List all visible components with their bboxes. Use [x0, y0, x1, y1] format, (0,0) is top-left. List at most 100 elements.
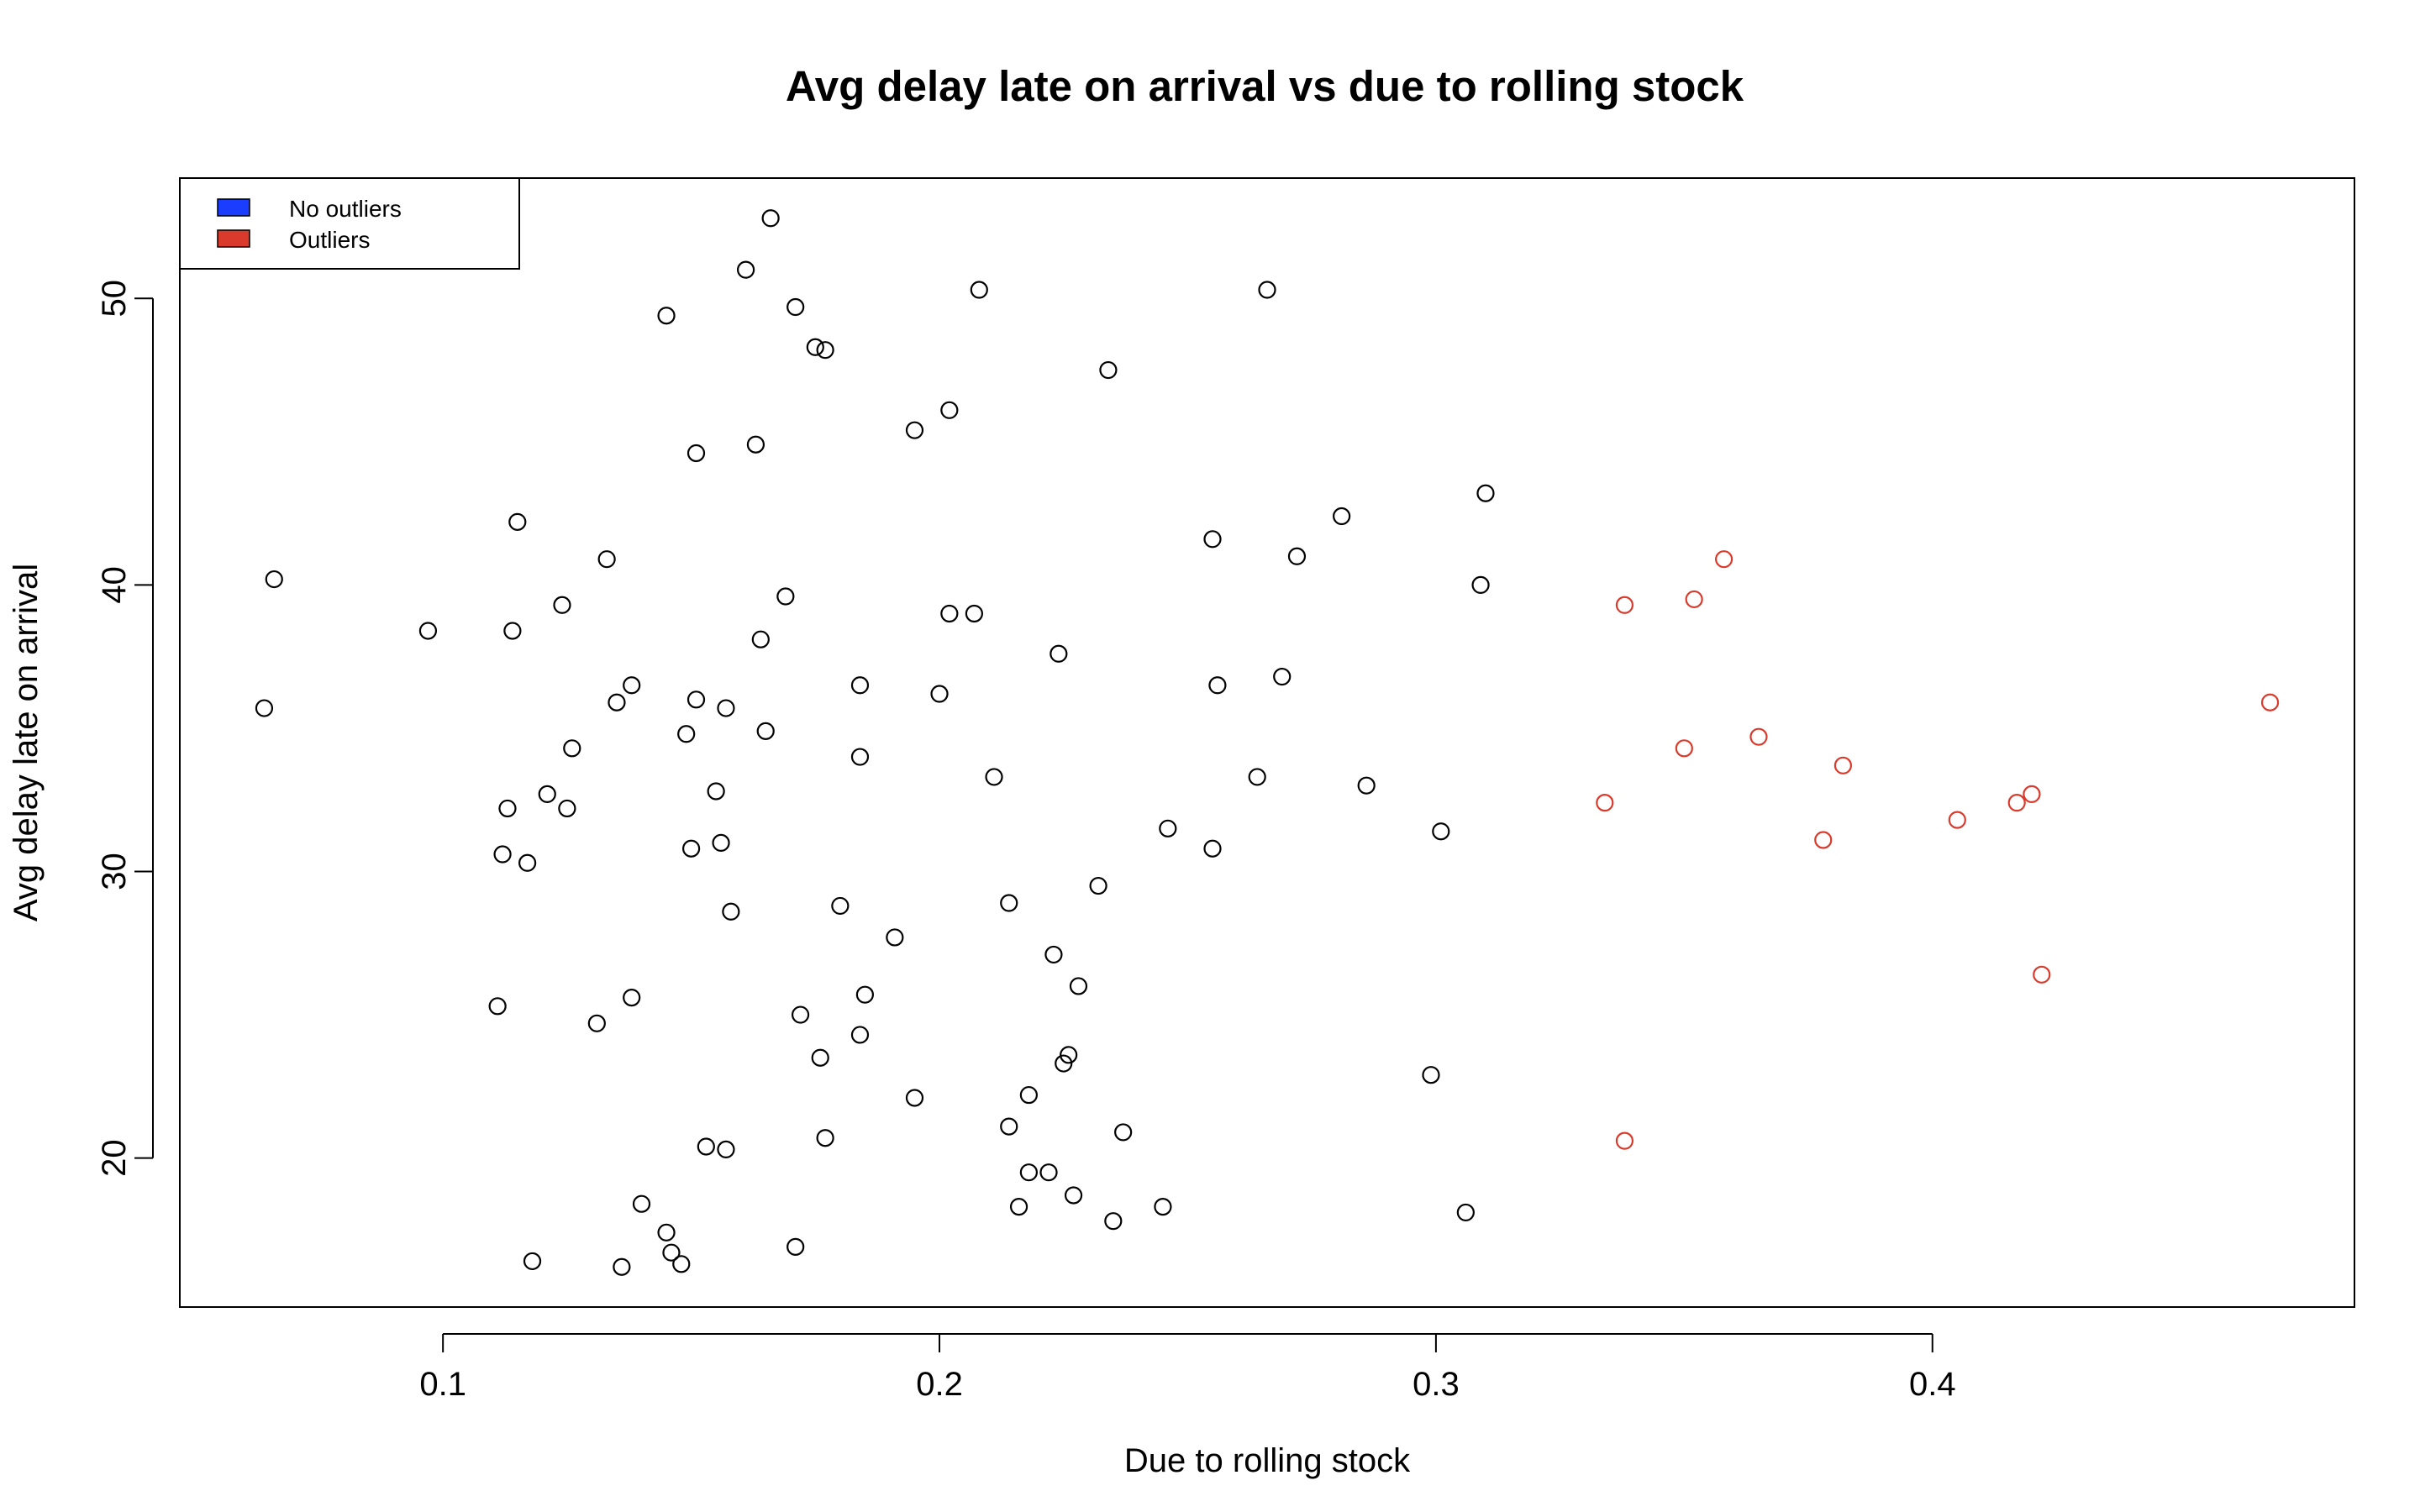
data-point [940, 401, 959, 419]
data-point [1019, 1085, 1038, 1105]
data-point [756, 722, 775, 740]
data-point [553, 596, 571, 614]
data-point [1000, 894, 1018, 912]
data-point [498, 799, 517, 818]
data-point [1471, 575, 1490, 594]
legend: No outliers Outliers [179, 177, 520, 270]
data-point [751, 630, 770, 648]
data-point [1258, 281, 1276, 299]
data-point [1422, 1066, 1440, 1084]
outlier-point [1749, 727, 1768, 746]
data-point [255, 699, 274, 717]
data-point [697, 1137, 715, 1156]
x-tick-label: 0.1 [419, 1366, 466, 1403]
data-point [855, 985, 874, 1004]
data-point [850, 1026, 870, 1044]
data-point [1099, 360, 1118, 380]
data-point [1019, 1163, 1038, 1182]
data-point [1154, 1198, 1172, 1216]
y-axis-label: Avg delay late on arrival [8, 564, 45, 921]
data-point [687, 690, 706, 709]
chart-title: Avg delay late on arrival vs due to roll… [786, 62, 1744, 110]
data-point [1159, 819, 1177, 837]
data-point [811, 1048, 829, 1067]
data-point [1055, 1054, 1073, 1073]
data-point [597, 550, 616, 569]
data-point [940, 604, 959, 623]
data-point [1333, 507, 1351, 526]
outlier-point [1948, 811, 1966, 829]
data-point [1114, 1123, 1133, 1142]
y-axis: 20 30 40 50 [96, 280, 154, 1177]
data-point [1432, 822, 1450, 841]
data-point [886, 928, 904, 947]
legend-swatch-no-outliers [217, 198, 250, 217]
legend-box [179, 177, 520, 270]
data-point [712, 833, 730, 852]
data-point [736, 260, 755, 279]
data-point [1357, 776, 1376, 795]
data-point [265, 570, 283, 589]
outlier-point [1615, 596, 1634, 614]
outlier-point [1814, 831, 1833, 849]
data-point [965, 604, 983, 623]
data-point [1069, 977, 1088, 995]
data-point [707, 782, 725, 801]
data-point [657, 1223, 676, 1242]
legend-swatch-outliers [217, 229, 250, 248]
data-point [608, 693, 626, 711]
data-point [1203, 530, 1222, 549]
data-point [1203, 839, 1222, 858]
data-point [1273, 667, 1292, 686]
outlier-point [2033, 965, 2051, 984]
data-point [791, 1005, 810, 1024]
data-point [1476, 484, 1495, 502]
data-points [255, 209, 2280, 1276]
data-point [1287, 547, 1307, 565]
data-point [623, 676, 641, 695]
data-point [488, 997, 507, 1016]
data-point [613, 1257, 631, 1276]
data-point [776, 587, 795, 606]
data-point [1208, 676, 1227, 695]
data-point [1039, 1163, 1058, 1182]
data-point [1009, 1198, 1028, 1216]
data-point [1104, 1212, 1123, 1231]
outlier-point [1596, 794, 1614, 812]
data-point [508, 512, 527, 531]
data-point [657, 307, 676, 325]
data-point [632, 1194, 651, 1213]
x-tick-label: 0.4 [1909, 1366, 1956, 1403]
data-point [816, 1129, 834, 1147]
outlier-point [2007, 794, 2026, 812]
data-point [623, 988, 641, 1007]
data-point [722, 902, 740, 921]
x-axis-label: Due to rolling stock [1124, 1442, 1411, 1479]
data-point [806, 338, 824, 356]
outlier-point [1615, 1131, 1634, 1150]
data-point [970, 281, 988, 299]
data-point [930, 685, 949, 703]
data-point [985, 768, 1003, 786]
data-point [1060, 1046, 1078, 1064]
y-tick-label: 50 [96, 280, 133, 318]
data-point [717, 699, 735, 717]
data-point [563, 739, 581, 758]
data-point [587, 1014, 606, 1032]
data-point [905, 421, 924, 439]
data-point [518, 853, 537, 872]
outlier-point [2023, 785, 2041, 804]
data-point [672, 1255, 691, 1273]
y-tick-label: 40 [96, 566, 133, 604]
x-tick-label: 0.3 [1413, 1366, 1460, 1403]
data-point [538, 785, 556, 804]
outlier-point [2260, 693, 2280, 711]
data-point [558, 799, 576, 818]
data-point [418, 622, 438, 640]
data-point [850, 676, 870, 695]
plot-area-frame [179, 177, 2355, 1308]
data-point [687, 444, 706, 463]
data-point [681, 839, 701, 858]
outlier-point [1675, 739, 1693, 758]
data-point [1050, 644, 1068, 663]
